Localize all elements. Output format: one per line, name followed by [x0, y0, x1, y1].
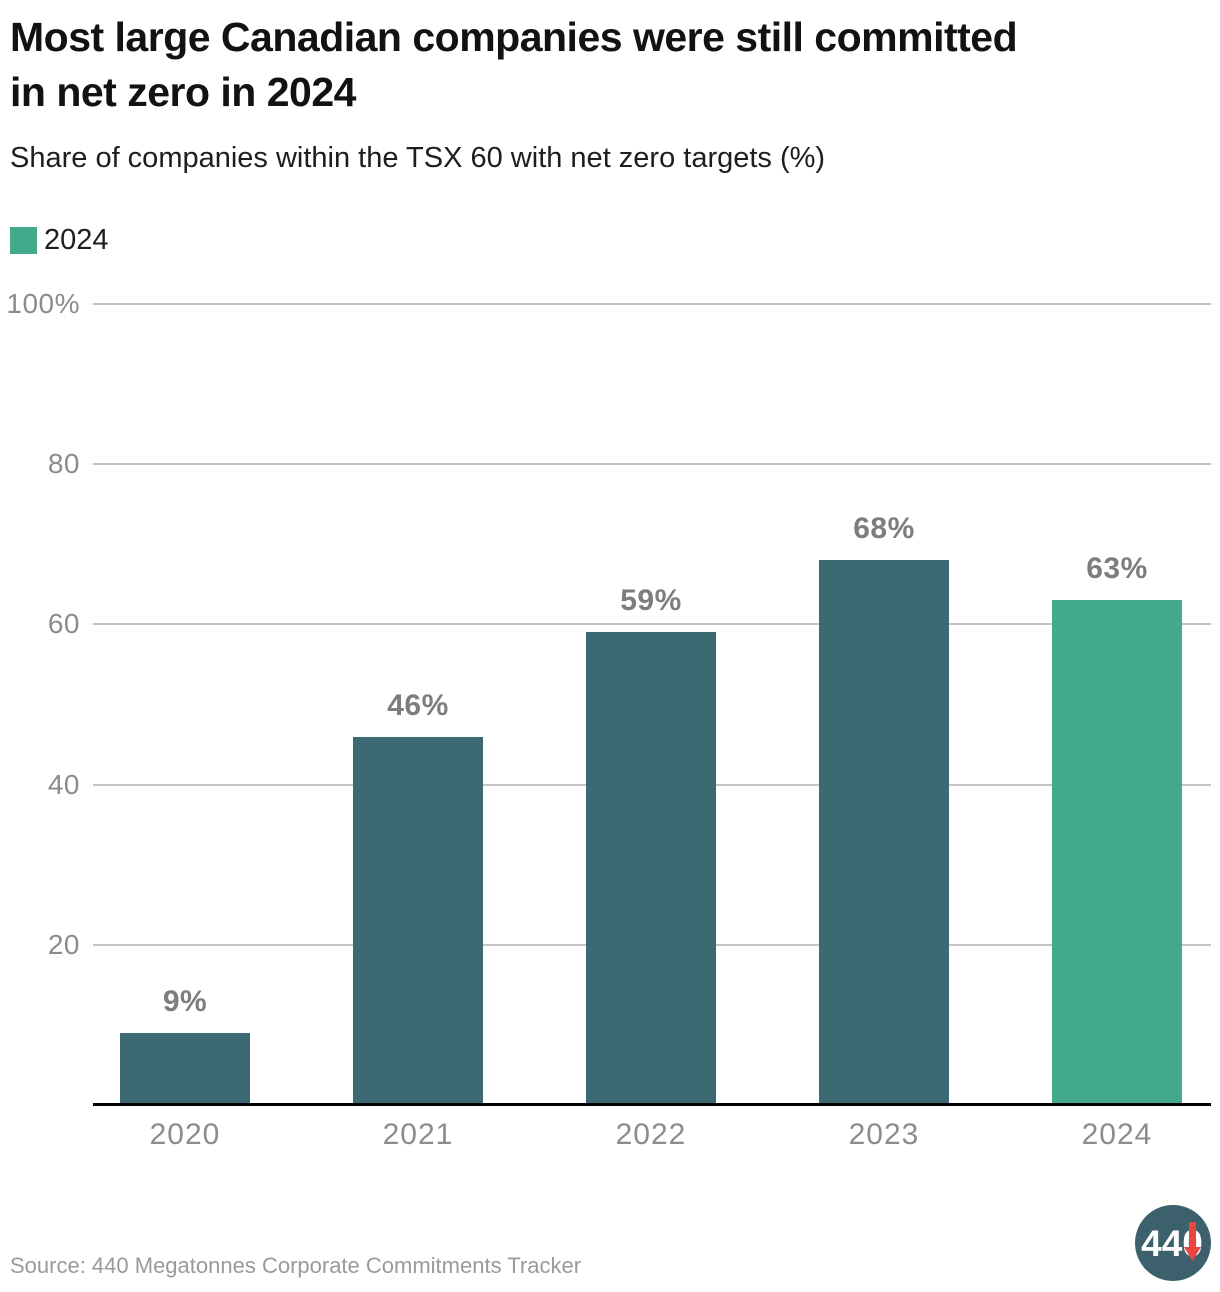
gridline-60 — [93, 623, 1211, 625]
y-tick-label-60: 60 — [47, 608, 80, 639]
y-tick-label-80: 80 — [47, 448, 80, 479]
x-tick-label-2020: 2020 — [149, 1118, 221, 1151]
page-title: Most large Canadian companies were still… — [10, 14, 1018, 115]
logo-down-arrow-stem — [1189, 1222, 1196, 1249]
bar-value-label-2021: 46% — [387, 689, 449, 722]
gridline-100 — [93, 303, 1211, 305]
bar-value-label-2022: 59% — [620, 584, 682, 617]
x-tick-label-2023: 2023 — [848, 1118, 920, 1151]
bar-2020 — [120, 1033, 250, 1105]
bar-value-label-2020: 9% — [162, 985, 208, 1018]
bar-2022 — [586, 632, 716, 1105]
bar-value-label-2024: 63% — [1086, 552, 1148, 585]
y-tick-label-40: 40 — [47, 769, 80, 800]
bar-2021 — [353, 737, 483, 1105]
logo-440-icon: 440 — [1135, 1205, 1211, 1281]
chart-subtitle: Share of companies within the TSX 60 wit… — [10, 142, 826, 174]
x-axis-line — [93, 1103, 1211, 1106]
y-tick-label-20: 20 — [47, 929, 80, 960]
y-tick-label-100: 100% — [6, 288, 80, 319]
x-tick-label-2022: 2022 — [615, 1118, 687, 1151]
bar-value-label-2023: 68% — [853, 512, 915, 545]
legend-label-2024: 2024 — [44, 224, 109, 256]
source-note: Source: 440 Megatonnes Corporate Commitm… — [10, 1253, 582, 1278]
legend-swatch-2024 — [10, 227, 37, 254]
logo-down-arrow-head — [1184, 1247, 1201, 1261]
legend: 2024 — [10, 224, 109, 257]
x-tick-label-2024: 2024 — [1081, 1118, 1153, 1151]
gridline-80 — [93, 463, 1211, 465]
bar-2023 — [819, 560, 949, 1105]
bar-2024 — [1052, 600, 1182, 1105]
megatonnes-440-logo: 440 — [1135, 1205, 1211, 1281]
x-tick-label-2021: 2021 — [382, 1118, 454, 1151]
